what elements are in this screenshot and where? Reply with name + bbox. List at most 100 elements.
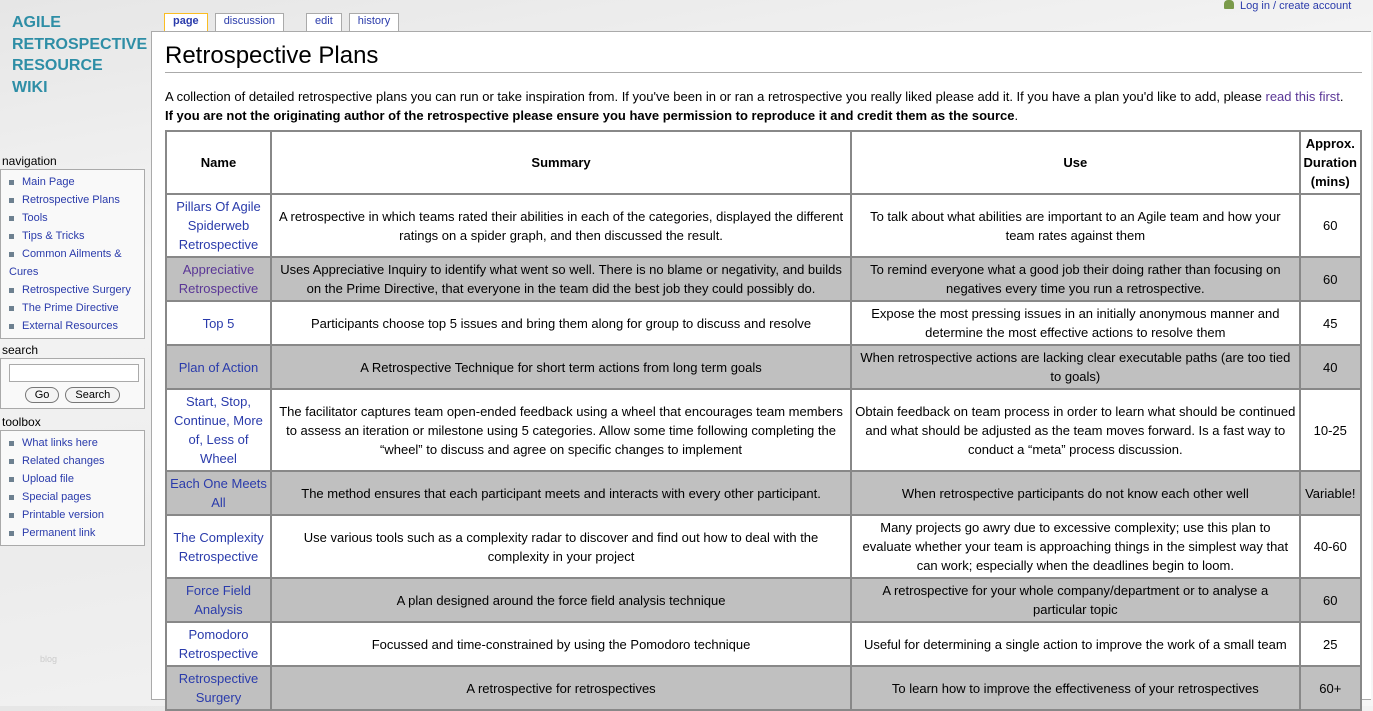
sidebar-link[interactable]: External Resources <box>9 317 144 335</box>
site-logo[interactable]: AGILE RETROSPECTIVE RESOURCE WIKI <box>12 12 147 98</box>
use-cell: Many projects go awry due to excessive c… <box>850 514 1301 579</box>
logo-line: RESOURCE <box>12 57 103 74</box>
sidebar-link[interactable]: Special pages <box>9 488 144 506</box>
user-icon <box>1224 0 1234 9</box>
use-cell: Obtain feedback on team process in order… <box>850 388 1301 472</box>
search-input[interactable] <box>9 364 139 382</box>
sidebar-link[interactable]: Related changes <box>9 452 144 470</box>
use-cell: Expose the most pressing issues in an in… <box>850 300 1301 346</box>
duration-cell: 10-25 <box>1298 388 1363 472</box>
table-row: Pillars Of Agile Spiderweb Retrospective… <box>165 193 1363 258</box>
logo-line: RETROSPECTIVE <box>12 35 148 53</box>
table-row: The Complexity Retrospective Use various … <box>165 514 1363 579</box>
warning-text: If you are not the originating author of… <box>165 108 1015 123</box>
toolbox-title: toolbox <box>2 415 41 429</box>
summary-cell: A retrospective for retrospectives <box>269 665 853 711</box>
go-button[interactable]: Go <box>24 387 60 403</box>
duration-cell: 60 <box>1298 193 1363 258</box>
login-link[interactable]: Log in / create account <box>1224 0 1351 13</box>
table-row: Pomodoro Retrospective Focussed and time-… <box>165 621 1363 667</box>
duration-cell: Variable! <box>1298 470 1363 516</box>
plan-link[interactable]: Pillars Of Agile Spiderweb Retrospective <box>176 199 261 252</box>
plan-link[interactable]: Retrospective Surgery <box>178 671 259 705</box>
search-portlet: search Go Search <box>0 343 145 409</box>
table-row: Retrospective Surgery A retrospective for… <box>165 665 1363 711</box>
plan-name-cell: Start, Stop, Continue, More of, Less of … <box>165 388 272 472</box>
summary-cell: Use various tools such as a complexity r… <box>269 514 853 579</box>
plan-link[interactable]: The Complexity Retrospective <box>173 529 264 564</box>
plan-name-cell: Force Field Analysis <box>165 577 272 623</box>
navigation-list: Main Page Retrospective Plans Tools Tips & … <box>0 169 145 339</box>
use-cell: A retrospective for your whole company/d… <box>850 577 1301 623</box>
table-row: Force Field Analysis A plan designed arou… <box>165 577 1363 623</box>
plan-link[interactable]: Plan of Action <box>178 359 259 375</box>
sidebar-link[interactable]: Tools <box>9 209 144 227</box>
summary-cell: The facilitator captures team open-ended… <box>269 388 853 472</box>
plan-name-cell: Each One Meets All <box>165 470 272 516</box>
blog-link[interactable]: blog <box>40 654 58 664</box>
permission-warning: If you are not the originating author of… <box>165 108 1019 123</box>
plan-name-cell: Retrospective Surgery <box>165 665 272 711</box>
page-tabs: page discussion edit history <box>164 13 406 31</box>
use-cell: When retrospective actions are lacking c… <box>850 344 1301 390</box>
sidebar-link[interactable]: Common Ailments & Cures <box>9 245 144 281</box>
table-row: Top 5 Participants choose top 5 issues an… <box>165 300 1363 346</box>
logo-line: WIKI <box>12 78 48 96</box>
plan-name-cell: Pomodoro Retrospective <box>165 621 272 667</box>
use-cell: To talk about what abilities are importa… <box>850 193 1301 258</box>
sidebar-link[interactable]: Upload file <box>9 470 144 488</box>
navigation-portlet: navigation Main Page Retrospective Plans T… <box>0 154 145 339</box>
plan-name-cell: Appreciative Retrospective <box>165 256 272 302</box>
sidebar-link[interactable]: What links here <box>9 434 144 452</box>
main-content: Retrospective Plans A collection of deta… <box>151 31 1371 711</box>
page-title: Retrospective Plans <box>165 42 1362 73</box>
toolbox-portlet: toolbox What links here Related changes Up… <box>0 415 145 546</box>
plan-link[interactable]: Start, Stop, Continue, More of, Less of … <box>174 394 263 466</box>
sidebar-link[interactable]: The Prime Directive <box>9 299 144 317</box>
header-duration: Approx. Duration (mins) <box>1298 130 1363 195</box>
intro-body: A collection of detailed retrospective p… <box>165 89 1266 104</box>
duration-cell: 60 <box>1298 577 1363 623</box>
plan-name-cell: Plan of Action <box>165 344 272 390</box>
login-text[interactable]: Log in / create account <box>1240 0 1352 12</box>
tab-discussion[interactable]: discussion <box>214 13 285 31</box>
sidebar-link[interactable]: Tips & Tricks <box>9 227 144 245</box>
plan-link[interactable]: Force Field Analysis <box>185 583 251 617</box>
logo-line: AGILE <box>12 14 61 31</box>
header-use: Use <box>850 130 1301 195</box>
sidebar-link[interactable]: Printable version <box>9 506 144 524</box>
use-cell: To learn how to improve the effectivenes… <box>850 665 1301 711</box>
plan-link[interactable]: Appreciative Retrospective <box>178 262 259 296</box>
duration-cell: 40 <box>1298 344 1363 390</box>
table-row: Appreciative Retrospective Uses Appreciat… <box>165 256 1363 302</box>
duration-cell: 40-60 <box>1298 514 1363 579</box>
plan-link[interactable]: Pomodoro Retrospective <box>178 627 259 661</box>
use-cell: To remind everyone what a good job their… <box>850 256 1301 302</box>
plan-name-cell: Pillars Of Agile Spiderweb Retrospective <box>165 193 272 258</box>
duration-cell: 25 <box>1298 621 1363 667</box>
plan-name-cell: Top 5 <box>165 300 272 346</box>
search-title: search <box>2 343 39 357</box>
sidebar-link[interactable]: Permanent link <box>9 524 144 542</box>
plan-link[interactable]: Top 5 <box>202 315 235 331</box>
sidebar-link[interactable]: Retrospective Surgery <box>9 281 144 299</box>
search-button[interactable]: Search <box>65 387 121 403</box>
tab-page[interactable]: page <box>164 13 208 31</box>
tab-edit[interactable]: edit <box>306 13 342 31</box>
read-this-first-link[interactable]: read this first <box>1265 89 1340 104</box>
table-row: Each One Meets All The method ensures tha… <box>165 470 1363 516</box>
duration-cell: 60+ <box>1298 665 1363 711</box>
tab-history[interactable]: history <box>348 13 400 31</box>
use-cell: Useful for determining a single action t… <box>850 621 1301 667</box>
summary-cell: The method ensures that each participant… <box>269 470 853 516</box>
header-name: Name <box>165 130 272 195</box>
toolbox-list: What links here Related changes Upload fil… <box>0 430 145 546</box>
summary-cell: A retrospective in which teams rated the… <box>269 193 853 258</box>
plans-table: Name Summary Use Approx. Duration (mins)… <box>165 130 1363 711</box>
duration-cell: 45 <box>1298 300 1363 346</box>
summary-cell: A plan designed around the force field a… <box>269 577 853 623</box>
sidebar-link[interactable]: Retrospective Plans <box>9 191 144 209</box>
intro-text: A collection of detailed retrospective p… <box>165 89 1344 104</box>
plan-link[interactable]: Each One Meets All <box>170 476 267 510</box>
sidebar-link[interactable]: Main Page <box>9 173 144 191</box>
